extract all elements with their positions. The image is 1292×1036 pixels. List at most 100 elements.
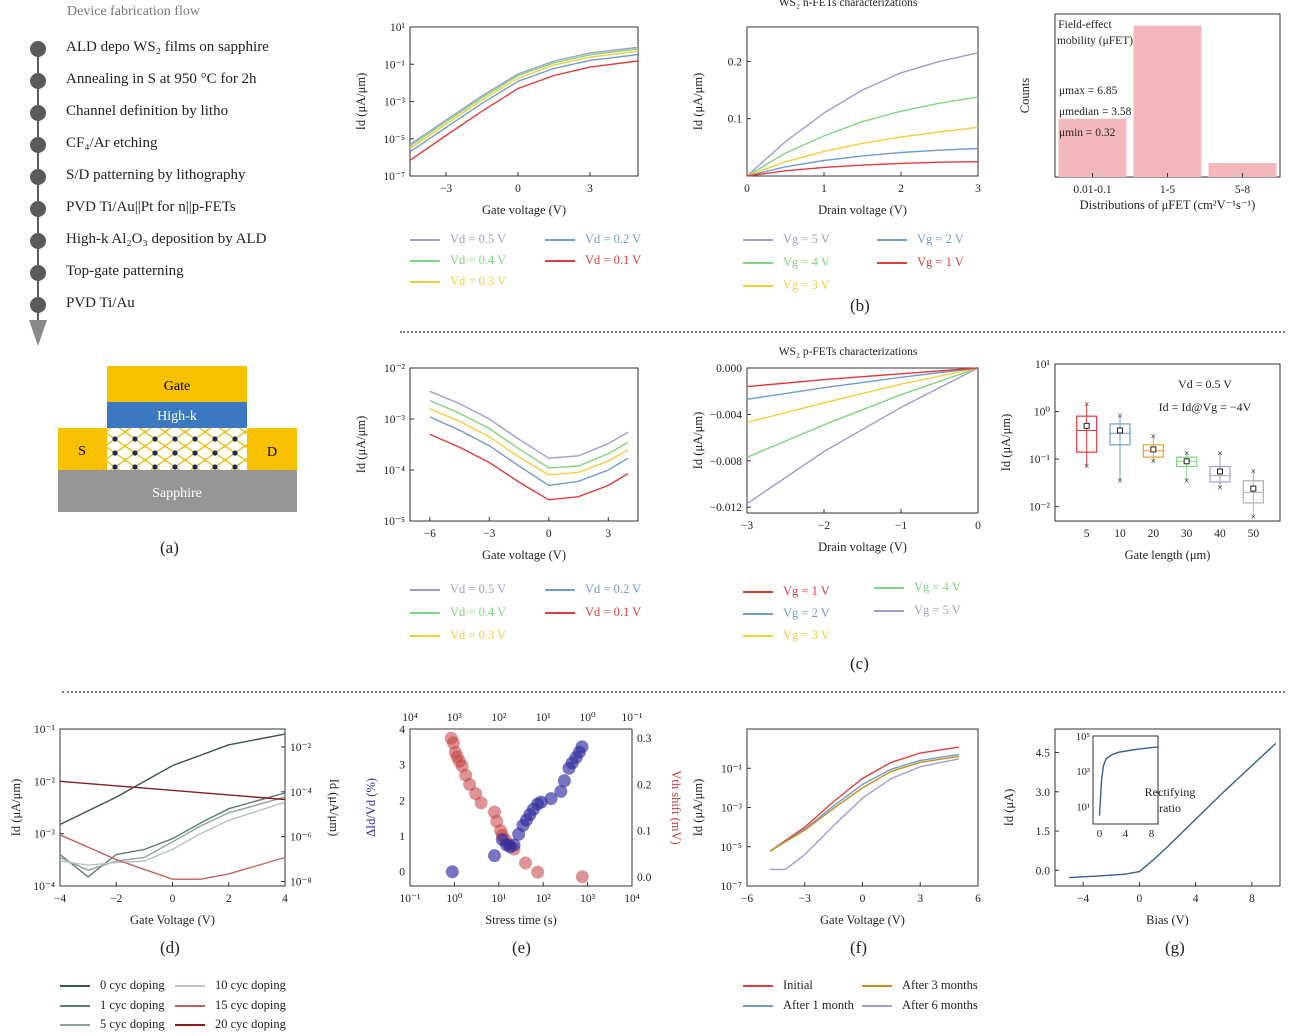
legend-label: Vg = 2 V xyxy=(917,232,964,246)
series-line xyxy=(429,416,629,487)
series-line xyxy=(409,50,639,150)
legend-swatch xyxy=(410,239,440,241)
legend-swatch xyxy=(877,262,907,264)
max-marker: × xyxy=(1217,449,1223,460)
step-bullet-icon xyxy=(30,233,46,249)
x-tick-label: −1 xyxy=(895,520,907,532)
x-top-tick-label: 10² xyxy=(491,712,507,724)
legend-label: 0 cyc doping xyxy=(100,978,165,992)
step-bullet-icon xyxy=(30,265,46,281)
x-tick-label: 5 xyxy=(1084,528,1090,540)
y-right-tick-label: 10⁻² xyxy=(290,742,312,754)
bar xyxy=(1133,25,1202,178)
legend-swatch xyxy=(874,610,904,612)
data-point xyxy=(554,784,568,798)
min-marker: × xyxy=(1151,456,1157,467)
legend-swatch xyxy=(743,1005,773,1007)
legend-swatch xyxy=(743,985,773,987)
legend-swatch xyxy=(410,612,440,614)
legend-label: Initial xyxy=(783,978,813,992)
data-point xyxy=(507,838,521,852)
legend-label: Vd = 0.2 V xyxy=(585,232,642,246)
x-tick-label: −6 xyxy=(424,528,436,540)
x-axis-label: Gate length (μm) xyxy=(1125,548,1211,562)
y-tick-label: 2 xyxy=(399,795,405,807)
x-tick-label: −6 xyxy=(741,893,753,905)
data-point xyxy=(519,856,533,870)
series-line xyxy=(409,48,639,147)
series-line xyxy=(769,746,959,852)
legend-swatch xyxy=(743,262,773,264)
box xyxy=(1209,465,1231,483)
x-tick-label: 0 xyxy=(546,528,552,540)
y-axis-label: Id (μA/μm) xyxy=(999,414,1013,472)
x-tick-label: 0 xyxy=(744,183,750,195)
panel-label-e: (e) xyxy=(512,938,531,957)
step-bullet-icon xyxy=(30,41,46,57)
series-line xyxy=(59,796,286,871)
x-tick-label: 40 xyxy=(1214,528,1226,540)
legend-swatch xyxy=(60,985,90,987)
x-tick-label: 4 xyxy=(282,893,288,905)
legend-label: Vd = 0.5 V xyxy=(450,582,507,596)
x-tick-label: 0.01-0.1 xyxy=(1073,184,1112,196)
plot-frame xyxy=(1054,363,1281,522)
x-tick-label: 3 xyxy=(917,893,923,905)
panel-label-b: (b) xyxy=(850,296,870,315)
x-axis-label: Gate voltage (V) xyxy=(482,203,566,217)
min-marker: × xyxy=(1184,476,1190,487)
y-tick-label: 4 xyxy=(399,724,405,736)
legend-swatch xyxy=(743,239,773,241)
legend-label: After 6 months xyxy=(902,998,978,1012)
legend-label: 1 cyc doping xyxy=(100,998,165,1012)
inset-x-tick-label: 0 xyxy=(1097,828,1103,840)
x-tick-label: 3 xyxy=(587,183,593,195)
box xyxy=(1176,456,1198,468)
box xyxy=(1242,480,1264,504)
y-axis-label: Counts xyxy=(1018,78,1032,114)
legend-swatch xyxy=(175,985,205,987)
min-marker: × xyxy=(1217,483,1223,494)
annotation: μmedian = 3.58 xyxy=(1059,106,1132,118)
y-tick-label: 10¹ xyxy=(390,22,406,34)
inset-y-tick-label: 10⁵ xyxy=(1076,732,1091,743)
step-bullet-icon xyxy=(30,105,46,121)
annotation: Id = Id@Vg = −4V xyxy=(1159,400,1252,414)
y-tick-label: 10⁻⁵ xyxy=(720,842,742,854)
plot-frame xyxy=(409,367,639,522)
panel-b-header: WS₂ n-FETs characterizations xyxy=(779,0,918,9)
plot-frame xyxy=(409,26,639,177)
y-axis-label: ΔId/Vd (%) xyxy=(364,778,378,837)
plot-frame xyxy=(746,26,979,177)
x-top-tick-label: 10¹ xyxy=(536,712,552,724)
legend-swatch xyxy=(60,1024,90,1026)
data-point xyxy=(534,795,548,809)
step-bullet-icon xyxy=(30,201,46,217)
plot-frame xyxy=(1054,728,1281,887)
legend-label: Vd = 0.4 V xyxy=(450,605,507,619)
series-line xyxy=(769,753,959,852)
gate-layer xyxy=(107,366,247,402)
mean-marker xyxy=(1150,446,1157,453)
inset-y-tick-label: 10¹ xyxy=(1076,802,1090,813)
legend-swatch xyxy=(743,613,773,615)
series-line xyxy=(746,126,979,177)
step-bullet-icon xyxy=(30,297,46,313)
x-tick-label: 10³ xyxy=(580,893,596,905)
x-tick-label: 2 xyxy=(898,183,904,195)
y-tick-label: 0.000 xyxy=(716,363,742,375)
legend-swatch xyxy=(410,260,440,262)
x-tick-label: 0 xyxy=(975,520,981,532)
y-tick-label: 10⁻⁷ xyxy=(720,881,742,893)
drain-contact xyxy=(247,428,297,470)
flow-arrow-icon xyxy=(29,320,47,346)
y-right-tick-label: 0.2 xyxy=(637,779,652,791)
panel-c-header: WS₂ p-FETs characterizations xyxy=(779,346,918,358)
legend-swatch xyxy=(877,239,907,241)
data-point xyxy=(474,796,488,810)
legend-label: Vg = 1 V xyxy=(783,584,830,598)
inset-line xyxy=(1098,746,1159,816)
panel-label-g: (g) xyxy=(1165,938,1185,957)
